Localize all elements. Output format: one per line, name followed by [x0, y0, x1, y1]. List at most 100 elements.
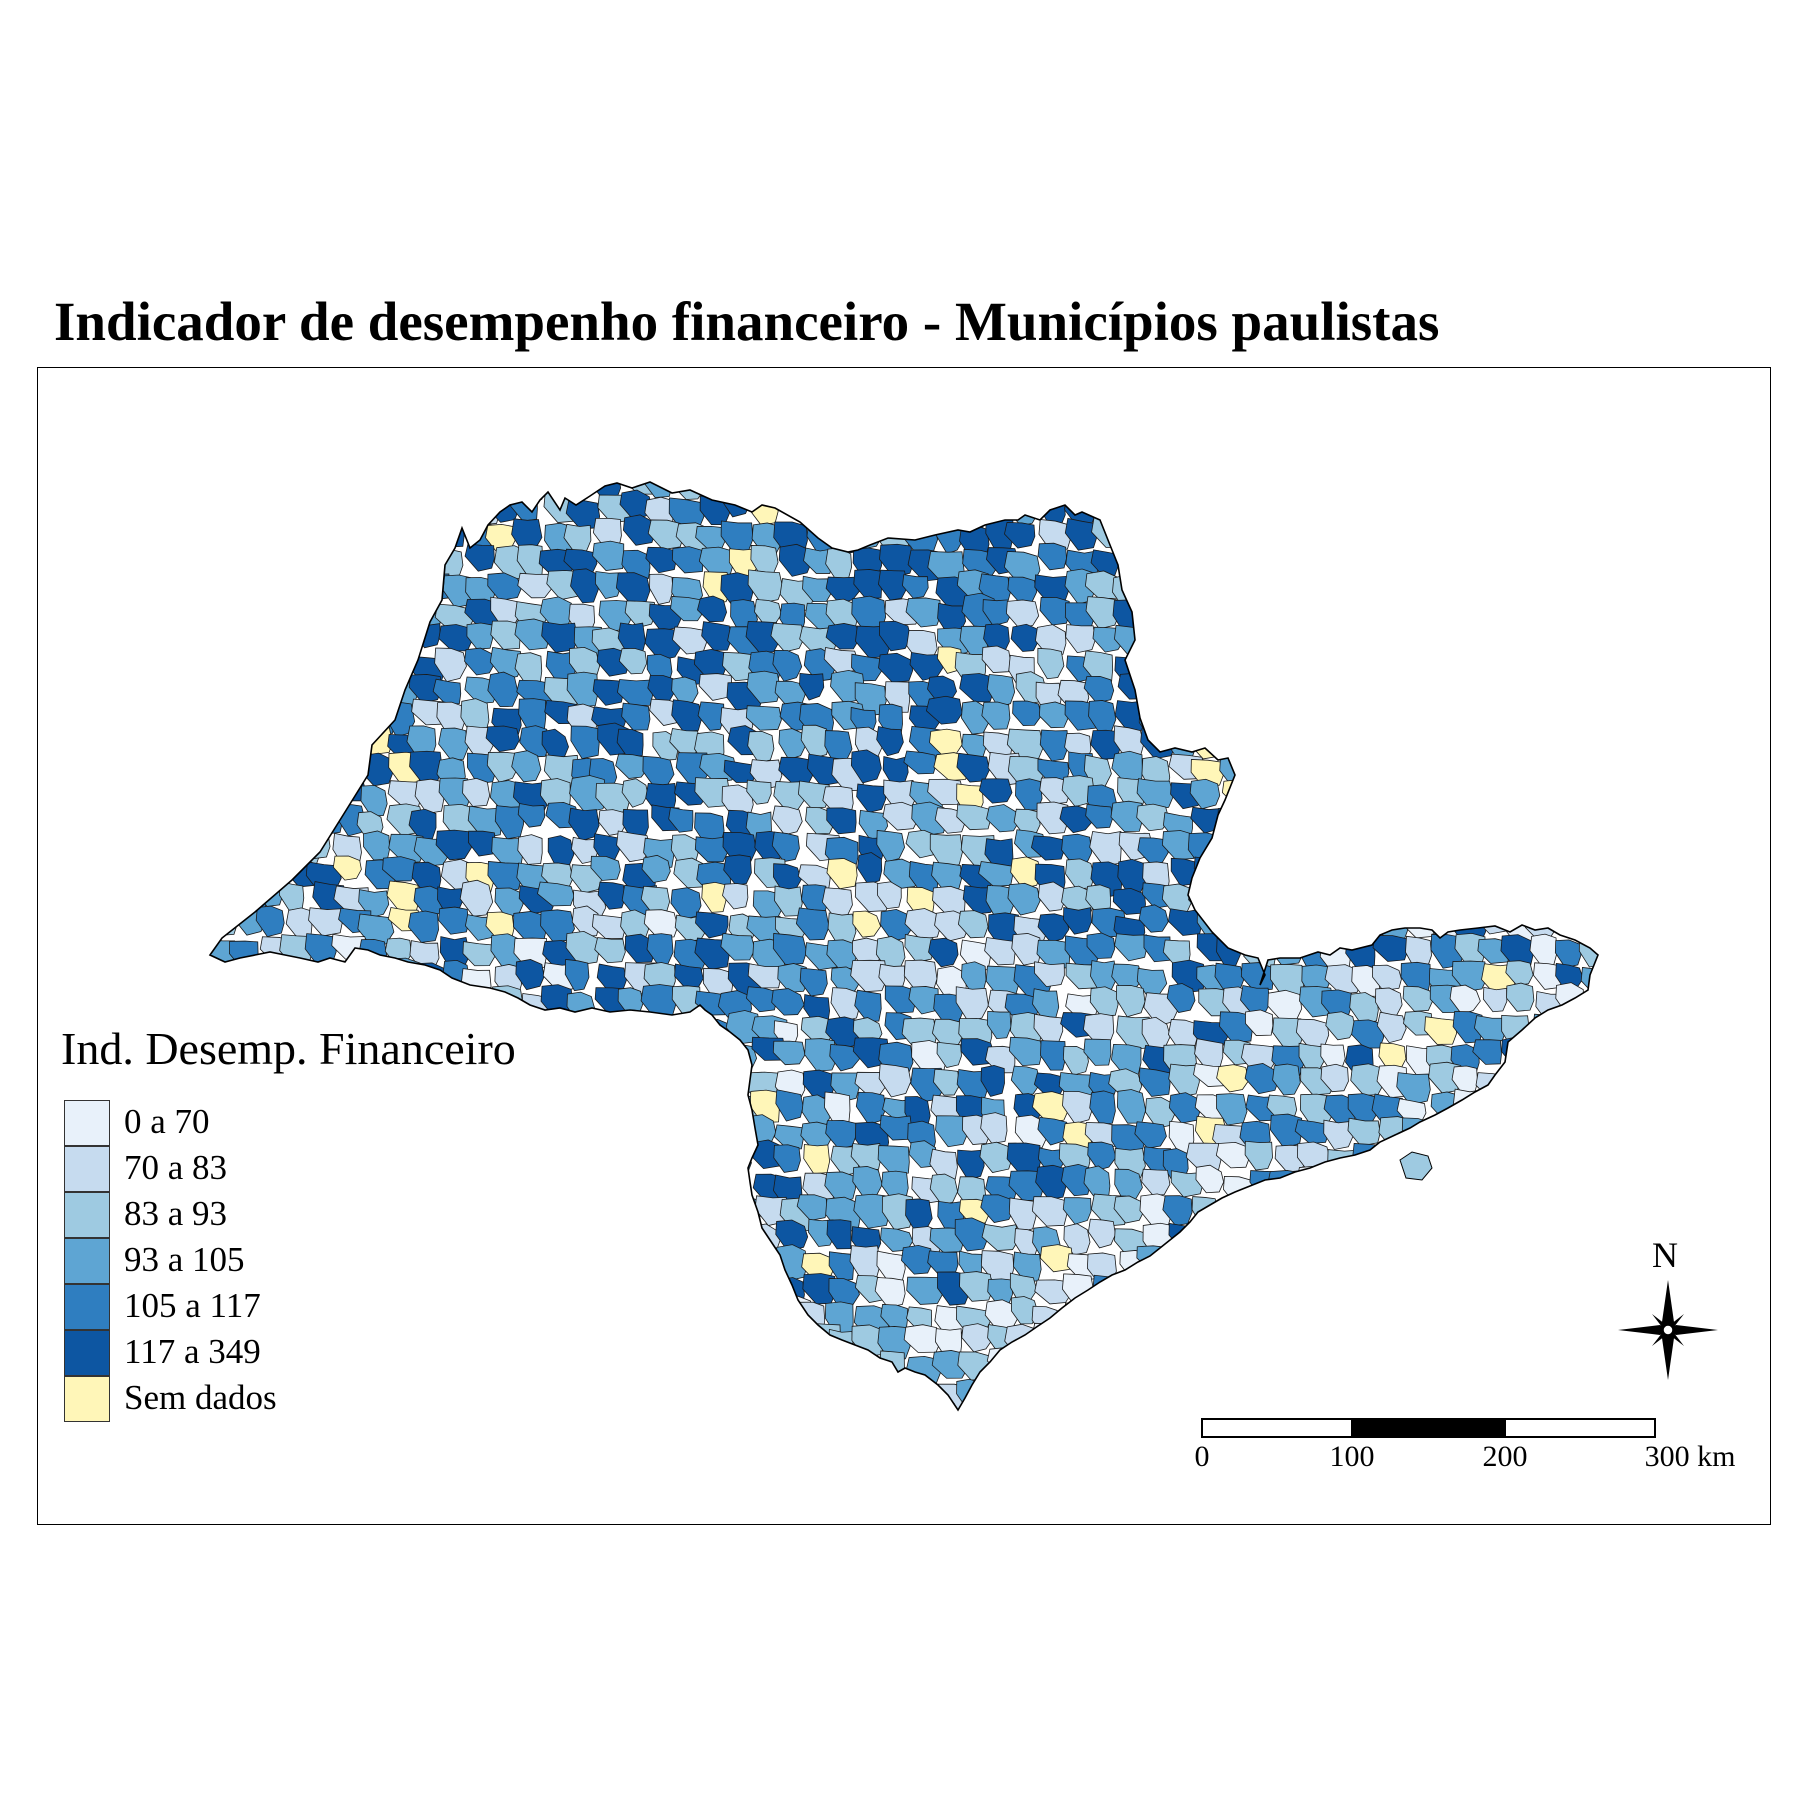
north-arrow-icon	[1618, 1280, 1718, 1380]
municipality	[595, 1408, 631, 1410]
municipality	[1578, 571, 1598, 599]
municipality	[777, 1402, 808, 1410]
municipality	[493, 1173, 527, 1207]
municipality	[1499, 1294, 1526, 1331]
municipality	[803, 993, 830, 1024]
municipality	[675, 1195, 711, 1229]
municipality	[1455, 725, 1491, 752]
municipality	[1556, 1375, 1591, 1408]
municipality	[1274, 623, 1302, 654]
municipality	[414, 482, 448, 496]
municipality	[773, 781, 806, 812]
municipality	[1529, 1379, 1560, 1410]
municipality	[1370, 651, 1409, 686]
municipality	[1292, 912, 1319, 945]
municipality	[1533, 1251, 1564, 1275]
municipality	[774, 1124, 804, 1150]
municipality	[1558, 1250, 1584, 1280]
municipality	[464, 543, 495, 572]
municipality	[286, 482, 317, 494]
municipality	[1085, 884, 1112, 914]
municipality	[1196, 701, 1226, 732]
municipality	[648, 1301, 683, 1331]
municipality	[569, 1200, 606, 1229]
municipality	[1478, 1303, 1506, 1330]
legend-swatch	[64, 1330, 110, 1376]
municipality	[1010, 1065, 1042, 1096]
municipality	[1038, 1356, 1066, 1389]
municipality	[773, 863, 802, 893]
municipality	[413, 1295, 441, 1329]
municipality	[231, 781, 259, 811]
municipality	[1063, 907, 1092, 935]
municipality	[1269, 651, 1305, 684]
municipality	[1272, 1380, 1308, 1410]
municipality	[1429, 547, 1462, 581]
municipality	[956, 1069, 989, 1103]
municipality	[1402, 1218, 1435, 1257]
municipality	[357, 1330, 388, 1360]
municipality	[462, 941, 496, 967]
municipality	[874, 495, 906, 528]
municipality	[1015, 482, 1042, 493]
municipality	[1480, 830, 1514, 866]
municipality	[720, 1253, 757, 1283]
municipality	[357, 1221, 392, 1257]
municipality	[176, 985, 205, 1013]
municipality	[566, 991, 596, 1022]
municipality	[589, 1250, 621, 1283]
municipality	[409, 1382, 437, 1410]
municipality	[516, 1379, 549, 1410]
municipality	[513, 911, 547, 942]
municipality	[1584, 729, 1598, 760]
municipality	[309, 1194, 341, 1228]
municipality	[1582, 1121, 1598, 1158]
municipality	[210, 571, 243, 607]
municipality	[957, 1149, 985, 1180]
municipality	[255, 905, 285, 938]
municipality	[443, 1302, 474, 1329]
municipality	[1115, 985, 1146, 1018]
municipality	[1063, 1302, 1094, 1337]
municipality	[336, 1357, 363, 1385]
municipality	[831, 1407, 868, 1410]
municipality	[620, 1041, 656, 1075]
municipality	[1162, 939, 1191, 966]
municipality	[981, 645, 1012, 673]
municipality	[1136, 596, 1173, 629]
municipality	[385, 1303, 417, 1335]
municipality	[1370, 1200, 1404, 1232]
municipality	[673, 1383, 703, 1410]
municipality	[699, 1270, 730, 1295]
municipality	[1326, 521, 1356, 557]
municipality	[986, 1347, 1024, 1374]
municipality	[1343, 656, 1376, 683]
municipality	[1479, 1355, 1513, 1383]
municipality	[697, 1358, 724, 1391]
municipality	[487, 860, 522, 893]
municipality	[597, 1097, 624, 1126]
municipality	[517, 1200, 545, 1230]
municipality	[228, 595, 258, 624]
municipality	[1161, 575, 1195, 613]
municipality	[1476, 1170, 1506, 1201]
municipality	[986, 674, 1016, 708]
municipality	[670, 887, 702, 920]
municipality	[1245, 1354, 1275, 1385]
municipality	[1453, 496, 1481, 534]
municipality	[1062, 1091, 1094, 1125]
municipality	[594, 937, 626, 964]
municipality	[650, 1197, 681, 1223]
municipality	[986, 804, 1020, 833]
municipality	[1086, 1346, 1115, 1379]
municipality	[380, 1198, 409, 1227]
municipality	[1452, 1120, 1482, 1157]
municipality	[1270, 756, 1304, 790]
municipality	[1171, 1407, 1198, 1410]
municipality	[356, 680, 391, 712]
municipality	[1087, 1218, 1116, 1249]
municipality	[1525, 598, 1560, 629]
municipality	[570, 1142, 602, 1171]
municipality	[697, 1094, 734, 1128]
municipality	[1481, 1197, 1511, 1223]
